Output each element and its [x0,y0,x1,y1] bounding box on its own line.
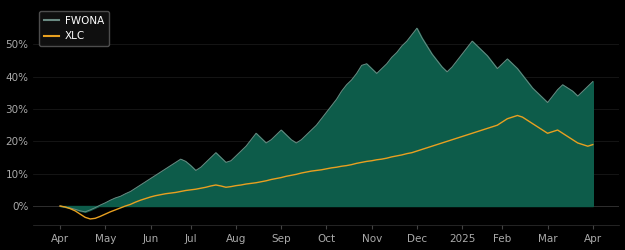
Legend: FWONA, XLC: FWONA, XLC [39,11,109,47]
